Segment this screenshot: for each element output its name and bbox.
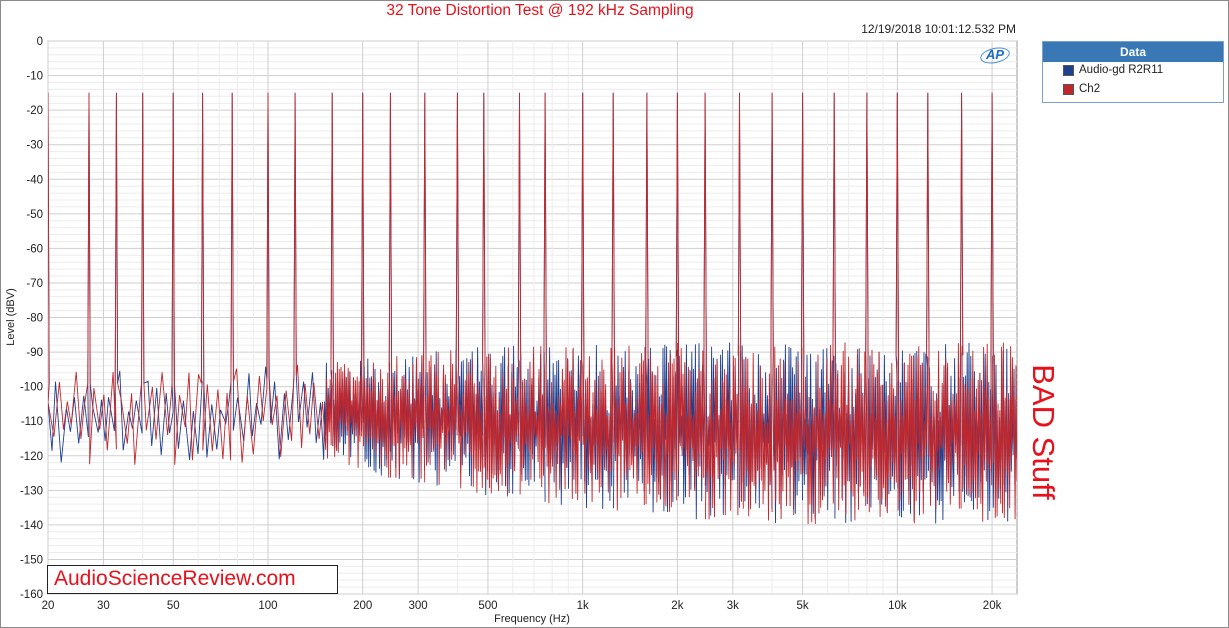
- x-tick-label: 500: [478, 600, 497, 612]
- y-tick-label: -150: [20, 554, 43, 566]
- y-tick-label: -100: [20, 382, 43, 394]
- ap-logo-icon: AP: [982, 47, 1008, 63]
- legend-swatch-series-1: [1063, 65, 1074, 76]
- x-tick-label: 50: [167, 600, 180, 612]
- y-tick-label: -40: [26, 174, 43, 186]
- y-tick-label: -70: [26, 278, 43, 290]
- y-tick-label: -130: [20, 485, 43, 497]
- annotation-text: BAD Stuff: [1026, 364, 1061, 500]
- x-tick-label: 1k: [577, 600, 589, 612]
- y-tick-label: -80: [26, 313, 43, 325]
- y-tick-label: -90: [26, 347, 43, 359]
- y-tick-label: -20: [26, 105, 43, 117]
- x-tick-labels: 20 30 50 100 200 300 500 1k 2k 3k 5k 10k 20k: [42, 600, 1002, 612]
- y-tick-label: 0: [37, 36, 43, 48]
- y-tick-label: -10: [26, 71, 43, 83]
- legend-item-series-1[interactable]: Audio-gd R2R11: [1043, 62, 1223, 81]
- grid-lines: [47, 40, 1017, 595]
- x-axis-label: Frequency (Hz): [494, 613, 570, 625]
- legend-swatch-series-2: [1063, 84, 1074, 95]
- y-tick-label: -120: [20, 451, 43, 463]
- x-tick-label: 100: [258, 600, 277, 612]
- watermark-box: AudioScienceReview.com: [47, 565, 338, 594]
- x-tick-label: 2k: [671, 600, 683, 612]
- legend-item-series-2[interactable]: Ch2: [1043, 81, 1223, 100]
- y-tick-labels: 0 -10 -20 -30 -40 -50 -60 -70 -80 -90 -100 -110 -120…: [20, 36, 43, 601]
- x-tick-label: 200: [353, 600, 372, 612]
- y-tick-label: -50: [26, 209, 43, 221]
- watermark-text: AudioScienceReview.com: [54, 567, 296, 590]
- plot-traces: [48, 92, 1017, 525]
- timestamp: 12/19/2018 10:01:12.532 PM: [861, 22, 1016, 36]
- x-tick-label: 10k: [888, 600, 907, 612]
- chart-title: 32 Tone Distortion Test @ 192 kHz Sampli…: [386, 2, 694, 19]
- legend-label-series-1: Audio-gd R2R11: [1079, 64, 1164, 76]
- x-tick-label: 5k: [797, 600, 809, 612]
- y-tick-label: -140: [20, 520, 43, 532]
- x-tick-label: 3k: [727, 600, 739, 612]
- series-line-ch2: [48, 92, 1017, 525]
- x-tick-label: 300: [409, 600, 428, 612]
- x-tick-label: 20k: [983, 600, 1002, 612]
- y-tick-label: -110: [21, 416, 43, 428]
- y-tick-label: -160: [20, 589, 43, 601]
- legend: Data Audio-gd R2R11 Ch2: [1042, 41, 1224, 103]
- legend-label-series-2: Ch2: [1079, 83, 1101, 95]
- y-axis-label: Level (dBV): [5, 288, 17, 345]
- y-tick-label: -60: [26, 243, 43, 255]
- x-tick-label: 30: [97, 600, 110, 612]
- legend-title: Data: [1043, 42, 1223, 62]
- y-tick-label: -30: [26, 140, 43, 152]
- x-tick-label: 20: [42, 600, 55, 612]
